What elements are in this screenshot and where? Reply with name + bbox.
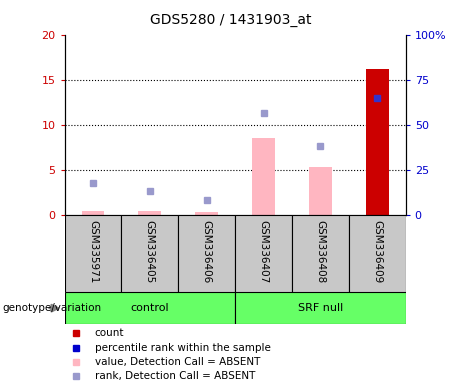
Bar xyxy=(195,212,218,215)
Bar xyxy=(65,215,121,292)
Text: count: count xyxy=(95,328,124,338)
Text: genotype/variation: genotype/variation xyxy=(2,303,101,313)
Bar xyxy=(349,215,406,292)
Text: value, Detection Call = ABSENT: value, Detection Call = ABSENT xyxy=(95,357,260,367)
Bar xyxy=(366,69,389,215)
Bar xyxy=(292,215,349,292)
Text: GSM335971: GSM335971 xyxy=(88,220,98,284)
Bar xyxy=(65,292,235,324)
Text: control: control xyxy=(130,303,169,313)
Text: SRF null: SRF null xyxy=(298,303,343,313)
Bar xyxy=(82,210,104,215)
Text: GDS5280 / 1431903_at: GDS5280 / 1431903_at xyxy=(150,13,311,27)
Text: GSM336407: GSM336407 xyxy=(259,220,269,283)
Bar xyxy=(235,215,292,292)
Text: rank, Detection Call = ABSENT: rank, Detection Call = ABSENT xyxy=(95,371,255,381)
Bar xyxy=(235,292,406,324)
Bar xyxy=(252,138,275,215)
Text: GSM336406: GSM336406 xyxy=(201,220,212,283)
Bar xyxy=(121,215,178,292)
Bar xyxy=(309,167,332,215)
Bar xyxy=(178,215,235,292)
Text: GSM336408: GSM336408 xyxy=(315,220,325,283)
Text: GSM336405: GSM336405 xyxy=(145,220,155,283)
Bar xyxy=(138,210,161,215)
Text: GSM336409: GSM336409 xyxy=(372,220,382,283)
Text: percentile rank within the sample: percentile rank within the sample xyxy=(95,343,271,353)
